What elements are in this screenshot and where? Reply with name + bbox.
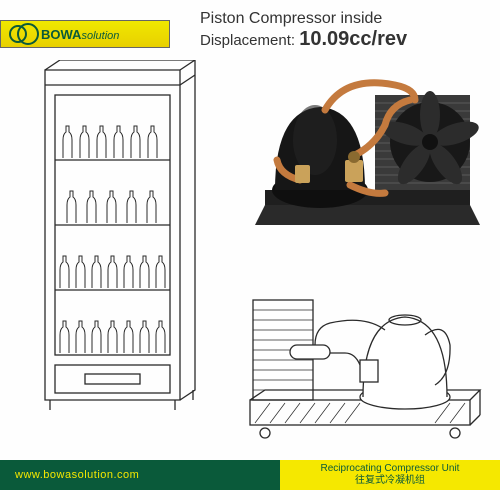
footer-product-label: Reciprocating Compressor Unit 往复式冷凝机组	[280, 460, 500, 490]
footer-url: www.bowasolution.com	[0, 460, 280, 490]
displacement-value: 10.09cc/rev	[299, 28, 407, 50]
title-line1: Piston Compressor inside	[200, 10, 407, 28]
brand-logo-band: BOWAsolution	[0, 20, 170, 48]
brand-main: BOWA	[41, 27, 81, 42]
title-block: Piston Compressor inside Displacement: 1…	[200, 10, 407, 51]
brand-logo-text: BOWAsolution	[41, 27, 119, 42]
product-name-en: Reciprocating Compressor Unit	[321, 463, 460, 475]
title-line2: Displacement: 10.09cc/rev	[200, 28, 407, 51]
displacement-label: Displacement:	[200, 32, 299, 49]
compressor-schematic-drawing	[235, 275, 485, 450]
product-name-cn: 往复式冷凝机组	[355, 475, 425, 487]
brand-sub: solution	[81, 30, 119, 42]
footer-band: www.bowasolution.com Reciprocating Compr…	[0, 460, 500, 490]
compressor-unit-photo	[255, 65, 480, 240]
display-fridge-drawing	[25, 60, 200, 455]
brand-logo-icon	[9, 25, 27, 43]
